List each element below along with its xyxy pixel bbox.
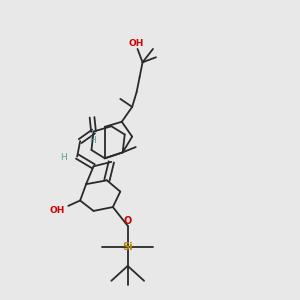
- Text: O: O: [124, 216, 132, 226]
- Text: OH: OH: [128, 39, 143, 48]
- Text: Si: Si: [122, 242, 133, 252]
- Text: OH: OH: [50, 206, 65, 215]
- Text: H: H: [60, 153, 67, 162]
- Text: H: H: [90, 136, 96, 145]
